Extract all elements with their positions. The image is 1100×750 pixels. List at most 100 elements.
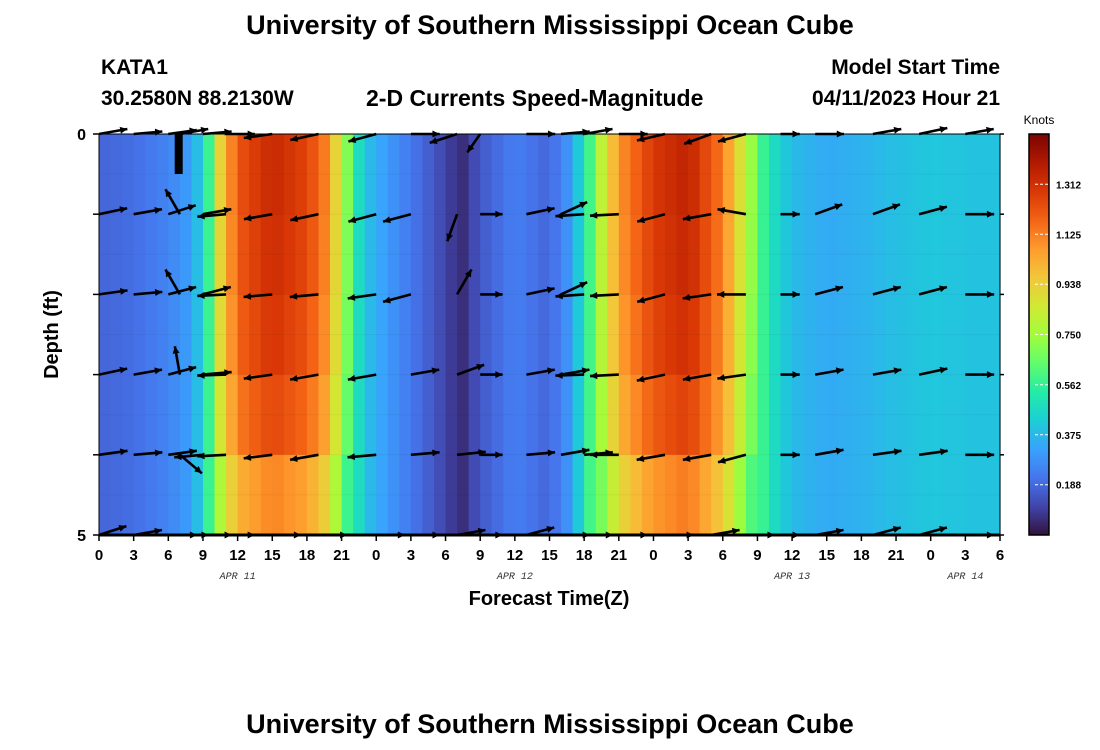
- vector-arrow: [98, 287, 128, 296]
- vector-arrow: [429, 132, 458, 145]
- colorbar-tick-label: 0.375: [1056, 431, 1081, 442]
- heatmap-cell: [907, 134, 920, 215]
- colorbar-title: Knots: [1024, 113, 1055, 127]
- heatmap-cell: [318, 134, 331, 215]
- heatmap-cell: [561, 294, 574, 376]
- heatmap-cell: [202, 214, 216, 295]
- heatmap-cell: [872, 134, 886, 215]
- colorbar-tick-label: 0.938: [1056, 280, 1081, 291]
- heatmap-cell: [387, 214, 400, 295]
- heatmap-cell: [468, 134, 481, 215]
- heatmap-cell: [179, 374, 193, 456]
- heatmap-cell: [133, 374, 146, 456]
- heatmap-cell: [907, 374, 920, 456]
- heatmap-cell: [699, 214, 712, 295]
- heatmap-cell: [410, 454, 424, 536]
- heatmap-cell: [237, 374, 250, 456]
- vector-arrow: [480, 290, 503, 298]
- heatmap-cell: [168, 454, 181, 536]
- vector-arrow: [289, 373, 319, 382]
- heatmap-cell: [768, 134, 782, 215]
- x-tick-label: 9: [476, 547, 484, 564]
- vector-arrow: [636, 212, 666, 224]
- heatmap-cell: [988, 374, 1001, 456]
- heatmap-cell: [433, 374, 447, 456]
- heatmap-cell: [849, 374, 862, 456]
- vector-arrow: [918, 448, 948, 457]
- vector-arrow: [289, 292, 319, 300]
- heatmap-cell: [272, 374, 285, 456]
- heatmap-cell: [133, 214, 146, 295]
- vector-arrow: [526, 449, 556, 457]
- heatmap-cell: [99, 454, 112, 536]
- heatmap-cell: [249, 454, 262, 536]
- footer-title: University of Southern Mississippi Ocean…: [246, 709, 854, 739]
- vector-arrow: [555, 292, 585, 300]
- heatmap-cell: [214, 214, 227, 295]
- heatmap-cell: [711, 454, 724, 536]
- heatmap-cell: [942, 454, 955, 536]
- heatmap-cell: [976, 454, 990, 536]
- heatmap-cell: [861, 374, 874, 456]
- heatmap-cell: [410, 374, 424, 456]
- heatmap-cell: [815, 294, 828, 376]
- heatmap-cell: [110, 374, 123, 456]
- vector-arrow: [98, 448, 128, 457]
- vector-arrow: [589, 211, 619, 219]
- heatmap-cell: [318, 454, 331, 536]
- heatmap-cell: [942, 374, 955, 456]
- heatmap-cell: [722, 374, 735, 456]
- heatmap-cell: [780, 374, 793, 456]
- heatmap-cell: [526, 134, 539, 215]
- heatmap-cell: [549, 294, 562, 376]
- heatmap-cell: [861, 294, 874, 376]
- heatmap-cell: [641, 454, 655, 536]
- heatmap-cell: [826, 374, 839, 456]
- heatmap-cell: [953, 294, 966, 376]
- heatmap-cell: [445, 374, 458, 456]
- heatmap-cell: [353, 454, 366, 536]
- heatmap-cell: [780, 214, 793, 295]
- heatmap-cell: [919, 454, 932, 536]
- vector-arrow: [480, 451, 503, 459]
- heatmap-cell: [503, 374, 516, 456]
- heatmap-cell: [110, 134, 123, 215]
- heatmap-cell: [641, 374, 655, 456]
- vector-arrow: [965, 126, 994, 136]
- heatmap-cell: [942, 134, 955, 215]
- heatmap-cell: [318, 374, 331, 456]
- vector-arrow: [814, 203, 843, 216]
- heatmap-cell: [99, 374, 112, 456]
- heatmap-cell: [283, 134, 296, 215]
- heatmap-cell: [907, 454, 920, 536]
- x-tick-label: 15: [264, 547, 281, 564]
- heatmap-cell: [364, 294, 377, 376]
- x-tick-label: 6: [719, 547, 727, 564]
- date-label: APR 11: [219, 572, 256, 583]
- colorbar-tick-label: 1.125: [1056, 230, 1081, 241]
- vector-arrow: [717, 132, 747, 143]
- heatmap-cell: [618, 374, 631, 456]
- heatmap-cell: [711, 374, 724, 456]
- heatmap-cell: [803, 454, 816, 536]
- heatmap-cell: [468, 214, 481, 295]
- heatmap-cell: [803, 294, 816, 376]
- heatmap-cell: [537, 294, 551, 376]
- vector-arrow: [814, 447, 844, 457]
- vector-arrow: [133, 289, 163, 296]
- heatmap-cell: [930, 374, 943, 456]
- vector-arrow: [167, 285, 197, 296]
- heatmap-cell: [341, 374, 354, 456]
- vector-arrow: [918, 126, 948, 136]
- heatmap-cell: [364, 374, 377, 456]
- heatmap-cell: [295, 214, 308, 295]
- heatmap-cell: [399, 294, 412, 376]
- heatmap-cell: [202, 294, 216, 376]
- heatmap-cell: [595, 374, 608, 456]
- heatmap-cell: [861, 134, 874, 215]
- vector-arrow: [168, 448, 198, 457]
- vector-arrow: [918, 205, 948, 216]
- heatmap-cell: [283, 374, 296, 456]
- vector-arrow: [814, 285, 844, 296]
- colorbar: Knots 0.188 0.375 0.562 0.750 0.938 1.125 1.312: [1024, 113, 1081, 536]
